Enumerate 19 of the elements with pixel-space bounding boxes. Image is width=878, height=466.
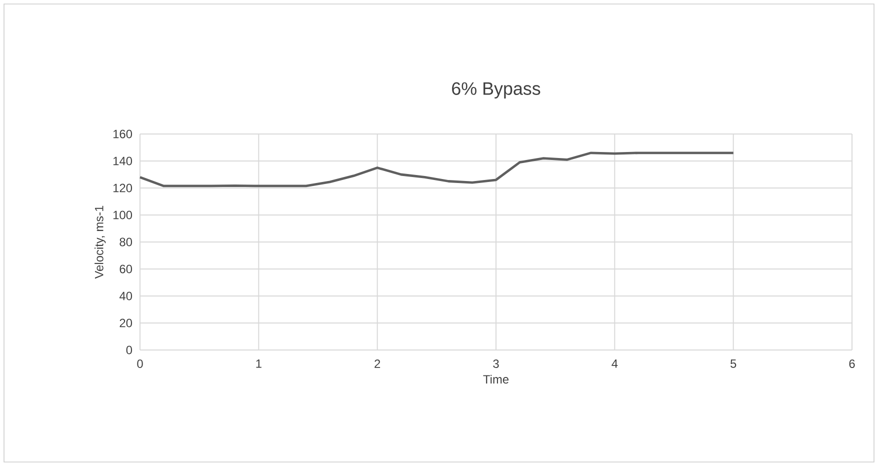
chart-title: 6% Bypass xyxy=(452,82,540,98)
x-tick-label: 5 xyxy=(730,360,736,368)
y-tick-label: 160 xyxy=(113,130,132,138)
y-tick-label: 100 xyxy=(113,210,132,220)
y-tick-label: 40 xyxy=(119,292,132,300)
y-tick-label: 60 xyxy=(120,264,132,274)
y-tick-label: 140 xyxy=(113,156,132,166)
y-tick-label: 80 xyxy=(120,238,132,246)
x-tick-label: 3 xyxy=(493,360,499,368)
x-tick-label: 0 xyxy=(137,360,143,368)
x-axis-title: Time xyxy=(483,374,509,384)
y-tick-label: 0 xyxy=(126,346,132,354)
x-tick-label: 2 xyxy=(374,360,380,368)
y-tick-label: 20 xyxy=(120,318,132,328)
x-tick-label: 6 xyxy=(849,360,855,368)
y-tick-label: 120 xyxy=(113,184,132,192)
x-tick-label: 4 xyxy=(612,360,618,368)
x-tick-label: 1 xyxy=(256,360,262,368)
y-axis-title: Velocity, ms-1 xyxy=(94,206,106,279)
